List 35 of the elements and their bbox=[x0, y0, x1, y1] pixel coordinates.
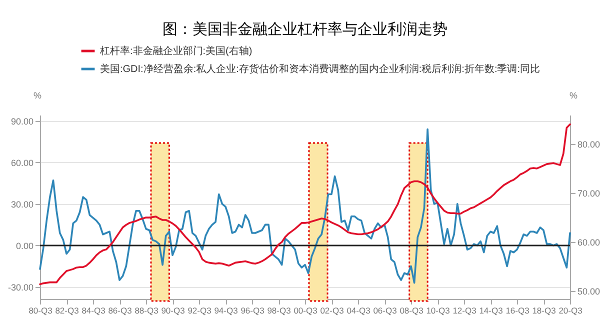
x-tick-label: 04-Q3 bbox=[346, 306, 371, 316]
x-tick-label: 82-Q3 bbox=[55, 306, 80, 316]
y-tick-label: 60.00 bbox=[10, 158, 34, 168]
x-tick-label: 16-Q3 bbox=[506, 306, 530, 316]
x-tick-label: 92-Q3 bbox=[188, 306, 212, 316]
x-tick-label: 90-Q3 bbox=[161, 306, 186, 316]
y2-tick-label: 70.00 bbox=[578, 188, 600, 199]
y-axis-title: % bbox=[33, 90, 42, 100]
y-tick-label: 0.00 bbox=[16, 240, 34, 251]
y-tick-label: 90.00 bbox=[10, 116, 34, 126]
x-tick-label: 94-Q3 bbox=[214, 306, 238, 316]
y2-tick-label: 50.00 bbox=[578, 286, 600, 297]
chart-title: 图：美国非金融企业杠杆率与企业利润走势 bbox=[162, 21, 448, 38]
x-tick-label: 08-Q3 bbox=[400, 306, 424, 316]
x-tick-label: 98-Q3 bbox=[267, 306, 292, 316]
x-tick-label: 06-Q3 bbox=[373, 306, 398, 316]
y2-tick-label: 80.00 bbox=[578, 139, 600, 150]
x-tick-label: 10-Q3 bbox=[426, 306, 450, 316]
x-tick-label: 12-Q3 bbox=[452, 306, 477, 316]
x-tick-label: 88-Q3 bbox=[134, 306, 159, 316]
y2-axis-title: % bbox=[569, 90, 578, 100]
y2-tick-label: 60.00 bbox=[578, 238, 600, 248]
x-tick-label: 86-Q3 bbox=[108, 306, 132, 316]
x-tick-label: 20-Q3 bbox=[558, 306, 583, 316]
legend-label: 美国:GDI:净经营盈余:私人企业:存货估价和资本消费调整的国内企业利润:税后利润:折年数:季调:同比 bbox=[100, 63, 540, 75]
x-tick-label: 14-Q3 bbox=[479, 306, 504, 316]
x-tick-label: 80-Q3 bbox=[28, 306, 53, 316]
legend-label: 杠杆率:非金融企业部门:美国(右轴) bbox=[99, 45, 252, 57]
x-tick-label: 02-Q3 bbox=[320, 306, 344, 316]
x-tick-label: 96-Q3 bbox=[240, 306, 265, 316]
x-tick-label: 00-Q3 bbox=[294, 306, 318, 316]
y-tick-label: 30.00 bbox=[10, 199, 34, 210]
y-tick-label: -30.00 bbox=[8, 282, 34, 292]
x-tick-label: 18-Q3 bbox=[532, 306, 556, 316]
x-tick-label: 84-Q3 bbox=[82, 306, 106, 316]
